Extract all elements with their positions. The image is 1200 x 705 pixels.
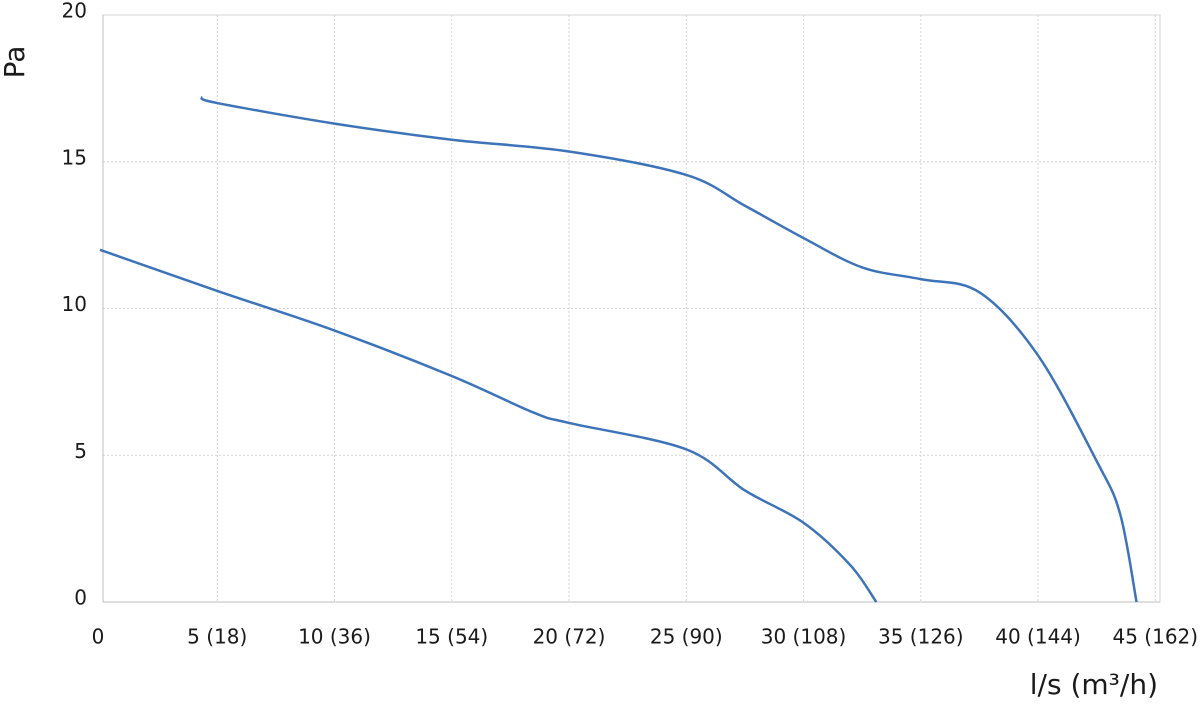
x-tick-label: 15 (54): [415, 625, 488, 649]
x-axis-title: l/s (m³/h): [1030, 668, 1158, 701]
x-tick-label: 0: [92, 625, 105, 649]
x-tick-label: 5 (18): [187, 625, 247, 649]
x-tick-label: 30 (108): [761, 625, 847, 649]
series-line: [200, 96, 1138, 603]
x-tick-label: 40 (144): [995, 625, 1081, 649]
x-tick-label: 10 (36): [298, 625, 371, 649]
y-tick-label: 0: [74, 586, 87, 610]
x-tick-label: 25 (90): [650, 625, 723, 649]
y-axis-title: Pa: [0, 46, 31, 79]
x-tick-label: 35 (126): [878, 625, 964, 649]
y-tick-label: 10: [62, 292, 87, 316]
y-tick-label: 5: [74, 439, 87, 463]
x-tick-label: 45 (162): [1113, 625, 1199, 649]
series-line: [99, 248, 878, 603]
x-tick-label: 20 (72): [533, 625, 606, 649]
y-tick-label: 20: [62, 0, 87, 23]
y-tick-label: 15: [62, 145, 87, 169]
